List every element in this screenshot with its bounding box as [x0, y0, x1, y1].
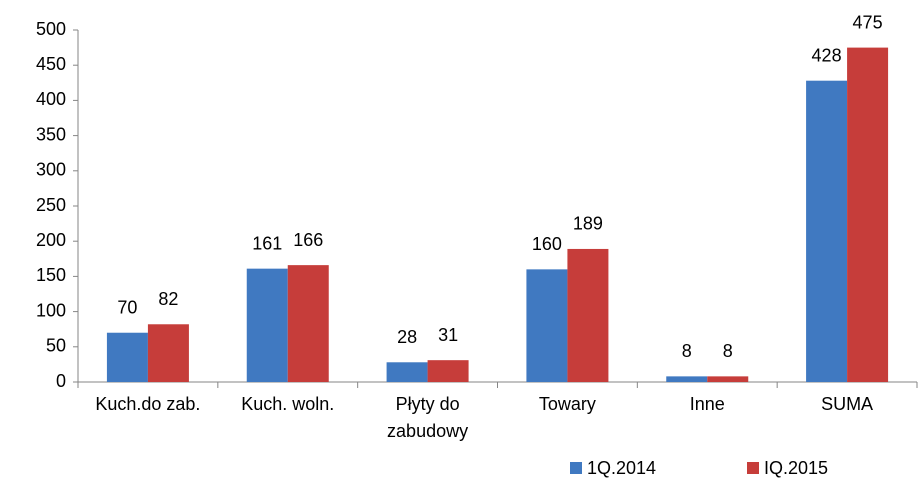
bar	[427, 360, 469, 382]
data-label: 8	[682, 341, 692, 361]
data-label: 475	[853, 12, 883, 32]
data-label: 31	[438, 325, 458, 345]
y-tick-label: 400	[36, 89, 66, 109]
y-tick-label: 450	[36, 54, 66, 74]
bar	[246, 268, 288, 382]
y-tick-label: 500	[36, 19, 66, 39]
x-tick-label: Płyty do zabudowy	[387, 394, 469, 441]
bar	[806, 80, 848, 383]
data-label: 428	[812, 45, 842, 65]
legend-swatch	[570, 462, 582, 474]
y-tick-label: 0	[56, 371, 66, 391]
legend-label: IQ.2015	[764, 458, 828, 478]
x-tick-label: Kuch.do zab.	[95, 394, 201, 414]
bar	[847, 47, 889, 382]
data-label: 28	[397, 327, 417, 347]
bar	[567, 248, 609, 382]
x-tick-label: Inne	[689, 394, 725, 414]
bar	[707, 376, 749, 382]
bar	[147, 324, 189, 382]
bar	[106, 332, 148, 382]
y-tick-label: 50	[46, 336, 66, 356]
bar	[386, 362, 428, 382]
y-tick-label: 200	[36, 230, 66, 250]
x-tick-label: Towary	[538, 394, 596, 414]
data-label: 160	[532, 234, 562, 254]
y-tick-label: 350	[36, 124, 66, 144]
data-label: 161	[252, 233, 282, 253]
legend-swatch	[747, 462, 759, 474]
data-label: 70	[117, 297, 137, 317]
bar	[666, 376, 708, 382]
y-tick-label: 250	[36, 195, 66, 215]
legend-label: 1Q.2014	[587, 458, 656, 478]
data-label: 82	[158, 289, 178, 309]
bar	[526, 269, 568, 382]
data-label: 8	[723, 341, 733, 361]
y-tick-label: 150	[36, 265, 66, 285]
y-tick-label: 100	[36, 300, 66, 320]
data-label: 189	[573, 214, 603, 234]
bar	[287, 265, 329, 382]
x-tick-label: SUMA	[821, 394, 874, 414]
data-label: 166	[293, 230, 323, 250]
x-tick-label: Kuch. woln.	[241, 394, 335, 414]
y-tick-label: 300	[36, 160, 66, 180]
